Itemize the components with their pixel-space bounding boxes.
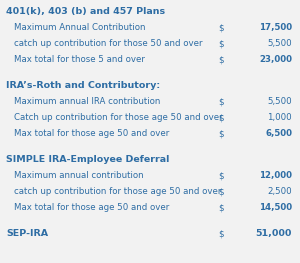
Text: SEP-IRA: SEP-IRA [6, 229, 48, 238]
Text: 17,500: 17,500 [259, 23, 292, 32]
Text: $: $ [218, 23, 224, 32]
Text: $: $ [218, 129, 224, 138]
Text: $: $ [218, 187, 224, 196]
Text: $: $ [218, 171, 224, 180]
Text: 51,000: 51,000 [256, 229, 292, 238]
Text: $: $ [218, 97, 224, 106]
Text: SIMPLE IRA-Employee Deferral: SIMPLE IRA-Employee Deferral [6, 155, 169, 164]
Text: 6,500: 6,500 [265, 129, 292, 138]
Text: Maximum Annual Contribution: Maximum Annual Contribution [14, 23, 146, 32]
Text: 5,500: 5,500 [267, 97, 292, 106]
Text: $: $ [218, 55, 224, 64]
Text: 5,500: 5,500 [267, 39, 292, 48]
Text: 23,000: 23,000 [259, 55, 292, 64]
Text: Max total for those 5 and over: Max total for those 5 and over [14, 55, 145, 64]
Text: 1,000: 1,000 [267, 113, 292, 122]
Text: catch up contribution for those age 50 and over: catch up contribution for those age 50 a… [14, 187, 221, 196]
Text: catch up contribution for those 50 and over: catch up contribution for those 50 and o… [14, 39, 202, 48]
Text: Maximum annual contribution: Maximum annual contribution [14, 171, 144, 180]
Text: $: $ [218, 229, 224, 238]
Text: 14,500: 14,500 [259, 203, 292, 212]
Text: $: $ [218, 39, 224, 48]
Text: 401(k), 403 (b) and 457 Plans: 401(k), 403 (b) and 457 Plans [6, 7, 165, 16]
Text: Catch up contribution for those age 50 and over: Catch up contribution for those age 50 a… [14, 113, 223, 122]
Text: $: $ [218, 203, 224, 212]
Text: Maximum annual IRA contribution: Maximum annual IRA contribution [14, 97, 160, 106]
Text: 2,500: 2,500 [267, 187, 292, 196]
Text: IRA’s-Roth and Contributory:: IRA’s-Roth and Contributory: [6, 81, 160, 90]
Text: Max total for those age 50 and over: Max total for those age 50 and over [14, 203, 169, 212]
Text: Max total for those age 50 and over: Max total for those age 50 and over [14, 129, 169, 138]
Text: 12,000: 12,000 [259, 171, 292, 180]
Text: $: $ [218, 113, 224, 122]
